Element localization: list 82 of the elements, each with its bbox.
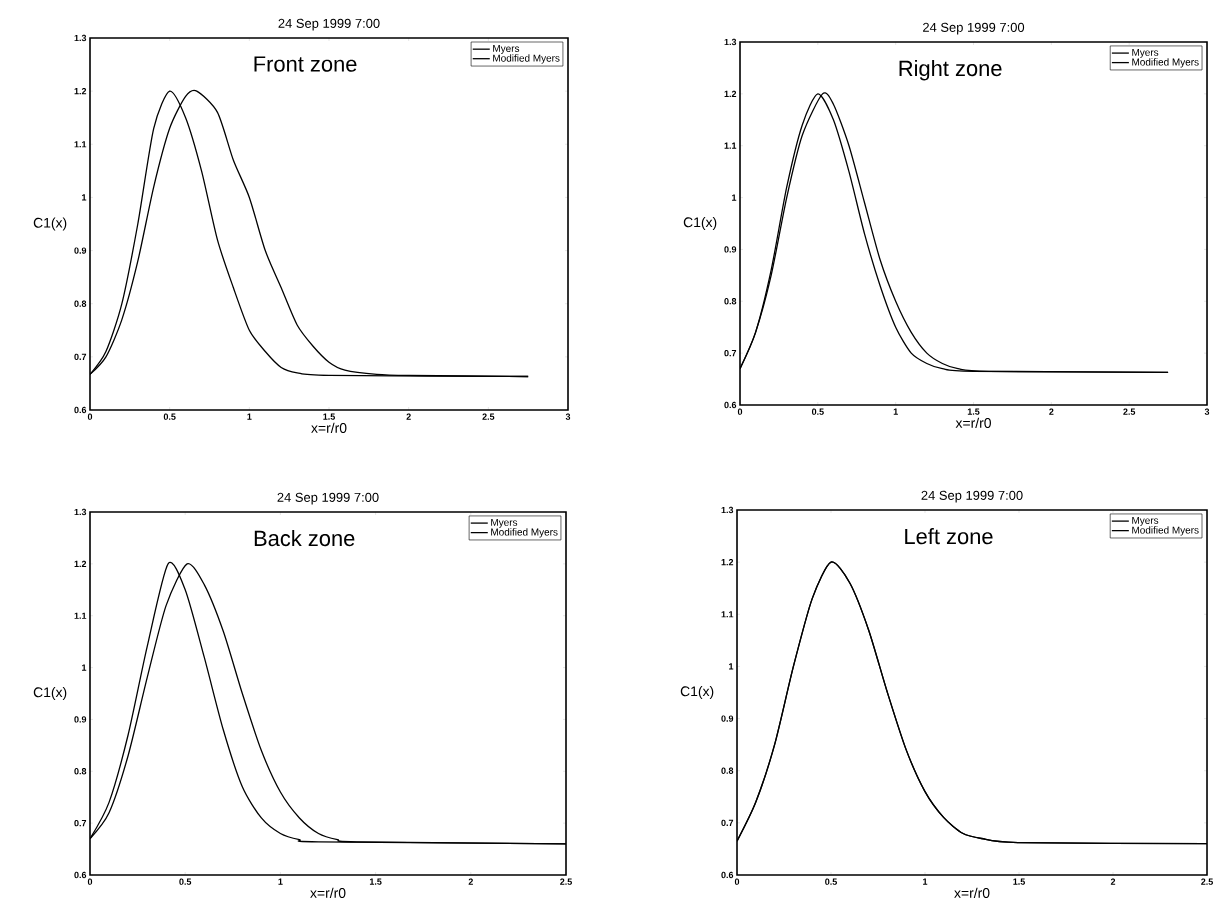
- y-tick-label: 0.9: [74, 247, 87, 254]
- y-tick-label: 0.6: [74, 871, 87, 879]
- legend-label: Myers: [1132, 516, 1159, 526]
- y-tick-label: 0.8: [724, 298, 737, 305]
- y-tick-label: 1: [82, 194, 87, 201]
- x-tick-label: 0: [734, 878, 740, 885]
- y-tick-label: 0.8: [721, 767, 734, 774]
- x-axis-title: x=r/r0: [955, 417, 991, 428]
- y-tick-label: 0.7: [74, 353, 87, 361]
- x-axis-title: x=r/r0: [310, 887, 346, 898]
- y-tick-label: 0.6: [74, 406, 87, 414]
- annotation: Right zone: [899, 60, 1002, 81]
- x-tick-label: 3: [1204, 408, 1210, 415]
- y-tick-label: 0.7: [74, 819, 87, 827]
- x-tick-label: 1.5: [323, 413, 335, 420]
- legend-label: Myers: [1132, 48, 1159, 58]
- x-tick-label: 2: [1049, 408, 1054, 415]
- y-axis-title: C1(x): [33, 217, 67, 231]
- x-tick-label: 0: [87, 413, 93, 420]
- y-tick-label: 1.1: [74, 612, 87, 619]
- y-tick-label: 0.6: [721, 871, 734, 879]
- legend-label: Modified Myers: [491, 528, 558, 538]
- x-tick-label: 1: [278, 878, 283, 885]
- x-tick-label: 2: [1110, 878, 1116, 885]
- y-tick-label: 1.3: [721, 506, 734, 514]
- y-tick-label: 1.2: [721, 559, 734, 566]
- x-tick-label: 0.5: [811, 408, 824, 415]
- x-tick-label: 1.5: [1013, 878, 1025, 885]
- y-tick-label: 0.9: [724, 246, 737, 253]
- y-tick-label: 1.3: [74, 34, 87, 42]
- chart-title: 24 Sep 1999 7:00: [923, 22, 1025, 35]
- y-axis-title: C1(x): [680, 686, 714, 699]
- x-tick-label: 0.5: [163, 413, 176, 420]
- y-axis-title: C1(x): [683, 216, 717, 230]
- x-axis-title: x=r/r0: [311, 422, 347, 433]
- y-tick-label: 1: [732, 194, 737, 201]
- y-axis-title: C1(x): [33, 687, 67, 700]
- x-tick-label: 2.5: [1123, 408, 1136, 415]
- legend-label: Myers: [493, 44, 520, 54]
- y-tick-label: 0.8: [74, 768, 87, 775]
- x-tick-label: 1: [247, 413, 252, 420]
- x-tick-label: 1.5: [369, 878, 382, 885]
- x-tick-label: 0.5: [825, 878, 837, 885]
- y-tick-label: 0.9: [74, 716, 87, 723]
- y-tick-label: 1: [82, 664, 87, 671]
- x-tick-label: 2: [406, 413, 411, 420]
- y-tick-label: 0.7: [724, 349, 737, 357]
- annotation: Front zone: [254, 56, 357, 72]
- y-tick-label: 1.2: [74, 560, 87, 567]
- x-tick-label: 2.5: [1201, 878, 1213, 885]
- y-tick-label: 0.7: [721, 819, 734, 827]
- y-tick-label: 1.1: [721, 611, 734, 618]
- y-tick-label: 1.3: [74, 508, 87, 516]
- chart-title: 24 Sep 1999 7:00: [921, 490, 1023, 503]
- chart-title: 24 Sep 1999 7:00: [278, 18, 380, 31]
- legend-label: Myers: [491, 518, 518, 528]
- x-tick-label: 2.5: [560, 878, 572, 885]
- y-tick-label: 1.1: [74, 141, 87, 148]
- chart-title: 24 Sep 1999 7:00: [277, 492, 379, 505]
- y-tick-label: 1.1: [724, 142, 737, 149]
- x-tick-label: 2.5: [482, 413, 495, 420]
- legend-label: Modified Myers: [1132, 526, 1199, 536]
- y-tick-label: 0.8: [74, 300, 87, 307]
- x-tick-label: 1.5: [967, 408, 980, 415]
- x-tick-label: 2: [468, 878, 473, 885]
- y-tick-label: 0.6: [724, 401, 737, 409]
- x-tick-label: 1: [923, 878, 928, 885]
- y-tick-label: 1.3: [724, 38, 737, 46]
- x-tick-label: 0: [87, 878, 93, 885]
- x-tick-label: 0.5: [179, 878, 192, 885]
- y-tick-label: 1: [729, 663, 734, 670]
- x-tick-label: 1: [893, 408, 898, 415]
- legend-label: Modified Myers: [493, 54, 560, 64]
- y-tick-label: 0.9: [721, 715, 734, 722]
- x-axis-title: x=r/r0: [954, 887, 990, 898]
- x-tick-label: 0: [737, 408, 743, 415]
- annotation: Left zone: [905, 528, 993, 545]
- x-tick-label: 3: [565, 413, 571, 420]
- y-tick-label: 1.2: [724, 90, 737, 97]
- legend-label: Modified Myers: [1132, 58, 1199, 68]
- annotation: Back zone: [254, 530, 355, 547]
- y-tick-label: 1.2: [74, 88, 87, 95]
